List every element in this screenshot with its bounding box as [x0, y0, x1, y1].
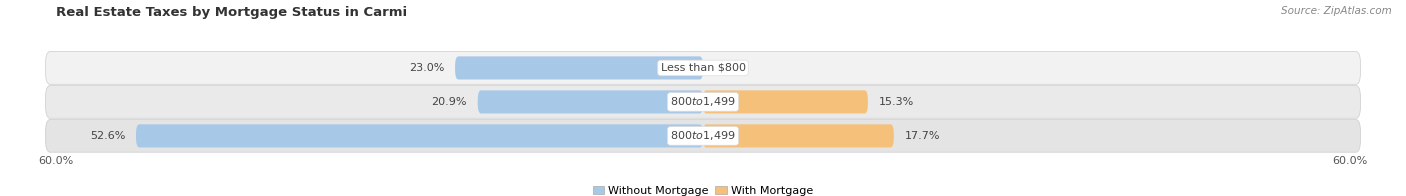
Text: 23.0%: 23.0%	[409, 63, 444, 73]
FancyBboxPatch shape	[703, 90, 868, 113]
FancyBboxPatch shape	[478, 90, 703, 113]
Text: 20.9%: 20.9%	[432, 97, 467, 107]
Text: $800 to $1,499: $800 to $1,499	[671, 129, 735, 142]
FancyBboxPatch shape	[45, 52, 1361, 84]
FancyBboxPatch shape	[456, 56, 703, 80]
Legend: Without Mortgage, With Mortgage: Without Mortgage, With Mortgage	[588, 181, 818, 196]
Text: 52.6%: 52.6%	[90, 131, 125, 141]
FancyBboxPatch shape	[45, 120, 1361, 152]
Text: Real Estate Taxes by Mortgage Status in Carmi: Real Estate Taxes by Mortgage Status in …	[56, 6, 408, 19]
Text: Less than $800: Less than $800	[661, 63, 745, 73]
Text: Source: ZipAtlas.com: Source: ZipAtlas.com	[1281, 6, 1392, 16]
FancyBboxPatch shape	[703, 124, 894, 147]
FancyBboxPatch shape	[136, 124, 703, 147]
Text: 17.7%: 17.7%	[904, 131, 941, 141]
Text: $800 to $1,499: $800 to $1,499	[671, 95, 735, 108]
FancyBboxPatch shape	[45, 86, 1361, 118]
Text: 0.0%: 0.0%	[714, 63, 742, 73]
Text: 15.3%: 15.3%	[879, 97, 914, 107]
